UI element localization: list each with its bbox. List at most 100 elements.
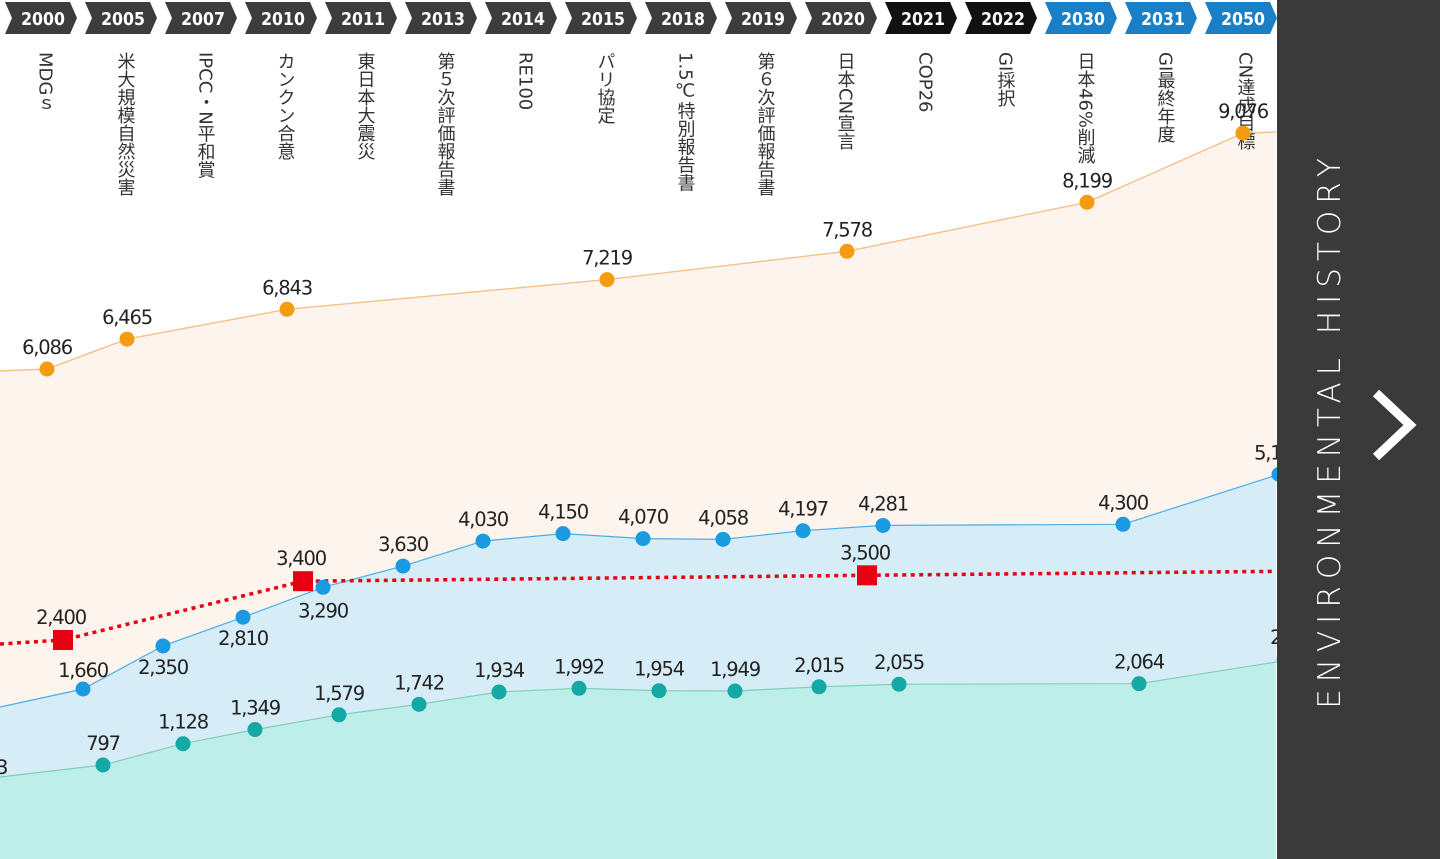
year-tab-2000 [5, 2, 77, 34]
year-label-2020: 2020 [821, 10, 865, 30]
year-tab-2015 [565, 2, 637, 34]
event-label-2010: カンクン合意 [275, 52, 296, 160]
event-label-2050: CN達成目標 [1235, 52, 1256, 150]
year-label-2018: 2018 [661, 10, 705, 30]
year-label-2031: 2031 [1141, 10, 1185, 30]
year-label-2005: 2005 [101, 10, 145, 30]
orange-point-6,086 [39, 361, 55, 377]
event-label-2022: GI採択 [995, 52, 1016, 108]
teal-label-1,949: 1,949 [710, 658, 761, 681]
teal-point-2,055 [891, 676, 907, 692]
event-label-2018: 1.5℃特別報告書 [675, 52, 696, 192]
year-tab-2022 [965, 2, 1037, 34]
event-label-2011: 東日本大震災 [355, 52, 376, 160]
year-label-2015: 2015 [581, 10, 625, 30]
event-label-2015: パリ協定 [595, 52, 616, 124]
orange-label-8,199: 8,199 [1062, 169, 1113, 192]
red-point-3,500 [857, 565, 877, 586]
year-header: 2000 2005 2007 2010 2011 2013 2014 2015 2018 2019… [5, 2, 1277, 34]
orange-point-8,199 [1079, 194, 1095, 210]
orange-label-7,578: 7,578 [822, 218, 873, 241]
year-tab-2030 [1045, 2, 1117, 34]
teal-label-1,579: 1,579 [314, 682, 365, 705]
year-label-2010: 2010 [261, 10, 305, 30]
teal-point-1,949 [727, 683, 743, 699]
blue-label-5,100: 5,100 [1254, 441, 1278, 464]
blue-point-4,197 [795, 523, 811, 539]
year-tab-2050 [1205, 2, 1277, 34]
event-label-2031: GI最終年度 [1155, 52, 1176, 143]
orange-label-9,076: 9,076 [1218, 100, 1269, 123]
blue-point-4,058 [715, 531, 731, 547]
timeline-chart: 2000 2005 2007 2010 2011 2013 2014 2015 2018 2019… [0, 2, 1278, 859]
blue-point-4,150 [555, 526, 571, 542]
blue-point-2,350 [155, 638, 171, 654]
blue-label-4,070: 4,070 [618, 506, 669, 529]
area-layer [0, 132, 1278, 859]
orange-label-7,219: 7,219 [582, 247, 633, 270]
teal-label-1,742: 1,742 [394, 671, 444, 694]
chevron-right-icon[interactable] [1364, 385, 1424, 465]
red-label-2,400: 2,400 [36, 606, 87, 629]
teal-point-1,128 [175, 736, 191, 752]
orange-point-7,219 [599, 272, 615, 288]
blue-point-4,030 [475, 533, 491, 549]
event-label-2007: IPCC・N平和賞 [195, 52, 216, 179]
year-tab-2020 [805, 2, 877, 34]
year-tab-2014 [485, 2, 557, 34]
red-point-2,400 [53, 630, 73, 650]
side-panel [1277, 0, 1440, 859]
teal-label-1,128: 1,128 [158, 711, 209, 734]
blue-label-2,810: 2,810 [218, 627, 269, 650]
event-labels: MDGｓ 米大規模自然災害 IPCC・N平和賞 カンクン合意 東日本大震災 第５次評価報告… [35, 52, 1256, 196]
year-label-2014: 2014 [501, 10, 545, 30]
year-tab-2010 [245, 2, 317, 34]
blue-label-4,150: 4,150 [538, 501, 589, 524]
red-point-3,400 [293, 571, 313, 592]
blue-label-3,290: 3,290 [298, 599, 349, 622]
event-label-2013: 第５次評価報告書 [435, 52, 456, 196]
teal-point-2,015 [811, 679, 827, 695]
blue-point-4,300 [1115, 516, 1131, 532]
point-layer [39, 125, 1278, 773]
teal-point-1,934 [491, 684, 507, 700]
teal-label-2,448: 2,448 [1270, 626, 1278, 649]
year-label-2000: 2000 [21, 10, 65, 30]
year-tab-2011 [325, 2, 397, 34]
blue-point-4,070 [635, 531, 651, 547]
year-label-2013: 2013 [421, 10, 465, 30]
year-label-2050: 2050 [1221, 10, 1265, 30]
teal-area [0, 659, 1278, 859]
event-label-2019: 第６次評価報告書 [755, 52, 776, 196]
teal-label-1,992: 1,992 [554, 655, 604, 678]
orange-point-9,076 [1235, 125, 1251, 141]
teal-label-2,015: 2,015 [794, 654, 844, 677]
teal-point-1,349 [247, 722, 263, 738]
blue-label-4,281: 4,281 [858, 492, 908, 515]
teal-point-2,064 [1131, 676, 1147, 692]
teal-label-797: 797 [86, 732, 120, 755]
event-label-2014: RE100 [515, 52, 536, 110]
year-label-2019: 2019 [741, 10, 785, 30]
event-label-2030: 日本46%削減 [1075, 52, 1096, 164]
blue-label-4,030: 4,030 [458, 508, 509, 531]
event-label-2021: COP26 [915, 52, 936, 113]
red-label-3,400: 3,400 [276, 547, 327, 570]
blue-label-4,197: 4,197 [778, 498, 828, 521]
red-label-3,500: 3,500 [840, 541, 891, 564]
orange-label-6,086: 6,086 [22, 336, 73, 359]
orange-point-6,465 [119, 331, 135, 347]
blue-label-4,300: 4,300 [1098, 491, 1149, 514]
blue-label-3,630: 3,630 [378, 533, 429, 556]
teal-point-797 [95, 757, 111, 773]
blue-point-2,810 [235, 609, 251, 625]
value-labels: 6,086 6,465 6,843 7,219 7,578 8,199 9,076 1,660… [0, 100, 1278, 779]
side-panel-title: ENVIRONMENTAL HISTORY [1312, 151, 1348, 709]
year-tab-2019 [725, 2, 797, 34]
year-tab-2005 [85, 2, 157, 34]
year-label-2021: 2021 [901, 10, 945, 30]
teal-label-1,954: 1,954 [634, 658, 685, 681]
orange-point-7,578 [839, 243, 855, 259]
year-tab-2031 [1125, 2, 1197, 34]
